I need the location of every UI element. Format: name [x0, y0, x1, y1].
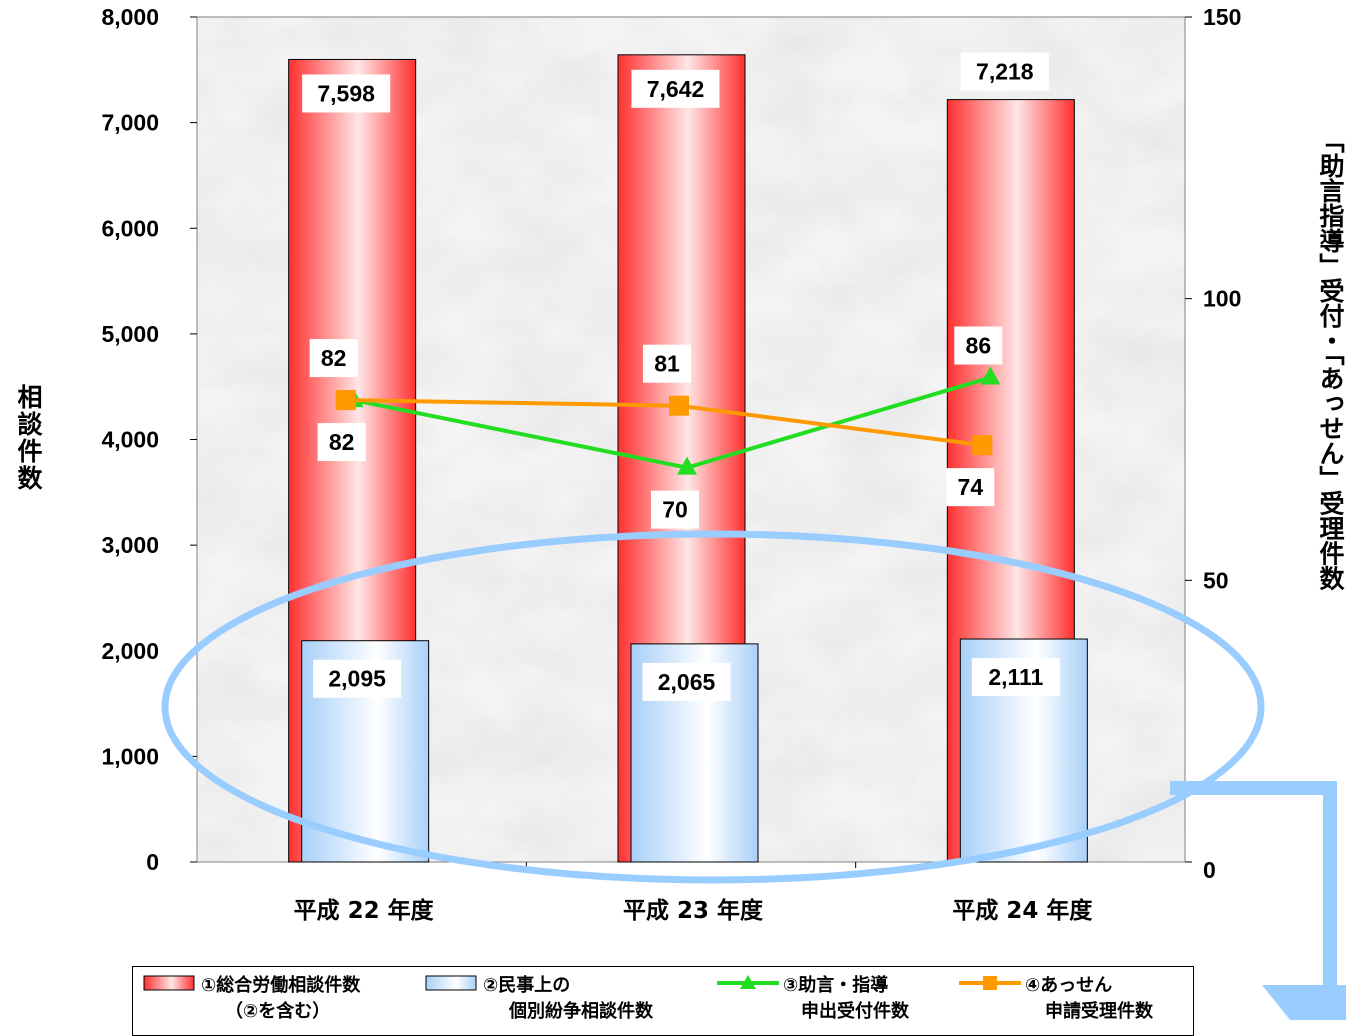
- y-left-tick-label: 7,000: [101, 110, 159, 136]
- highlight-arrow-line: [1170, 781, 1337, 990]
- x-tick-label: 平成 22 年度: [294, 897, 435, 924]
- point-advice-label-text: 70: [662, 497, 688, 523]
- y-left-tick-label: 4,000: [101, 427, 159, 453]
- legend-item-civil-line2: 個別紛争相談件数: [509, 1001, 653, 1022]
- highlight-arrow-head: [1262, 985, 1346, 1020]
- legend-item-total: ①総合労働相談件数 （②を含む）: [201, 973, 360, 1025]
- y-axis-left-label: 相談件数: [14, 384, 43, 492]
- bar-civil-label-bg: [971, 658, 1060, 697]
- y-left-tick-label: 1,000: [101, 743, 159, 769]
- y-left-tick-label: 3,000: [101, 532, 159, 558]
- point-mediation: [335, 390, 356, 411]
- point-mediation-label-text: 82: [321, 345, 347, 371]
- legend-item-civil: ②民事上の 個別紛争相談件数: [483, 973, 653, 1025]
- legend: ①総合労働相談件数 （②を含む） ②民事上の 個別紛争相談件数 ③助言・指導 申…: [132, 966, 1194, 1036]
- bar-civil-label: 2,095: [313, 659, 402, 698]
- x-tick-label: 平成 24 年度: [952, 897, 1093, 924]
- y-right-tick-label: 100: [1203, 286, 1241, 312]
- bar-civil-label-text: 2,095: [328, 666, 386, 692]
- bar-civil-label-bg: [313, 659, 402, 698]
- legend-item-mediation-line2: 申請受理件数: [1045, 1001, 1153, 1022]
- bar-civil-label-bg: [642, 662, 731, 701]
- y-axis-right-label: 「助言指導」受付・「あっせん」受理件数: [1316, 128, 1345, 591]
- bar-civil-label: 2,111: [971, 658, 1060, 697]
- bar-civil-label: 2,065: [642, 662, 731, 701]
- point-mediation: [669, 395, 689, 416]
- lines-group: [335, 366, 1001, 475]
- y-left-tick-label: 0: [146, 849, 159, 875]
- bar-total-label-bg: [302, 74, 391, 113]
- point-mediation-label-text: 74: [958, 474, 984, 500]
- bar-total-label-bg: [631, 69, 720, 108]
- point-advice-label-bg: [317, 423, 366, 462]
- bar-civil-label-text: 2,111: [988, 664, 1043, 690]
- bar-total-label-bg: [960, 52, 1049, 91]
- legend-swatch-civil: [425, 975, 477, 991]
- legend-item-advice: ③助言・指導 申出受付件数: [783, 973, 909, 1025]
- data-labels-group: 7,598 2,095 7,642 2,065 7,218 2,111 82 70 86 82 81…: [302, 52, 1060, 701]
- legend-swatch-advice: [717, 975, 779, 989]
- point-advice-label-text: 86: [966, 333, 992, 359]
- bar-total-label: 7,642: [631, 69, 720, 108]
- legend-item-advice-line1: ③助言・指導: [783, 975, 889, 996]
- point-advice: [677, 456, 697, 475]
- bar-total-label: 7,598: [302, 74, 391, 113]
- legend-item-total-line1: ①総合労働相談件数: [201, 975, 361, 996]
- bars-group: [288, 54, 1088, 863]
- point-mediation: [972, 435, 993, 456]
- point-advice-label: 86: [954, 326, 1003, 365]
- point-mediation-label-text: 81: [654, 351, 680, 377]
- left-axis: 0 1,000 2,000 3,000 4,000 5,000 6,000 7,000 8,00…: [101, 4, 197, 875]
- bar-total-label-text: 7,598: [317, 80, 375, 106]
- bar-total-label: 7,218: [960, 52, 1049, 91]
- point-mediation-label: 74: [946, 468, 995, 507]
- y-right-tick-label: 150: [1203, 4, 1241, 30]
- legend-item-advice-line2: 申出受付件数: [801, 1001, 909, 1022]
- x-tick-label: 平成 23 年度: [623, 897, 764, 924]
- point-advice-label: 82: [317, 423, 366, 462]
- point-mediation-label-bg: [643, 344, 691, 383]
- bar-total-label-text: 7,218: [976, 59, 1034, 85]
- point-mediation-label: 81: [643, 344, 691, 383]
- y-left-tick-label: 2,000: [101, 638, 159, 664]
- point-mediation-label-bg: [946, 468, 995, 507]
- legend-swatch-total: [143, 975, 195, 991]
- legend-item-total-line2: （②を含む）: [225, 1001, 331, 1022]
- y-left-tick-label: 6,000: [101, 215, 159, 241]
- legend-swatch-mediation: [959, 976, 1021, 990]
- point-mediation-label-bg: [309, 339, 358, 378]
- point-mediation-label: 82: [309, 339, 358, 378]
- y-left-tick-label: 8,000: [101, 4, 159, 30]
- point-advice: [980, 366, 1001, 385]
- y-right-tick-label: 50: [1203, 567, 1229, 593]
- highlight-ellipse: [161, 530, 1265, 884]
- bar-total-label-text: 7,642: [647, 76, 705, 102]
- y-left-tick-label: 5,000: [101, 321, 159, 347]
- legend-item-mediation-line1: ④あっせん: [1025, 975, 1113, 996]
- bar-civil-label-text: 2,065: [658, 669, 716, 695]
- point-advice-label: 70: [651, 490, 699, 529]
- legend-item-civil-line1: ②民事上の: [483, 975, 571, 996]
- right-axis: 0 50 100 150: [1185, 4, 1241, 883]
- point-advice-label-bg: [954, 326, 1003, 365]
- category-axis: 平成 22 年度 平成 23 年度 平成 24 年度: [294, 862, 1093, 924]
- point-advice-label-text: 82: [329, 429, 355, 455]
- y-right-tick-label: 0: [1203, 857, 1216, 883]
- legend-item-mediation: ④あっせん 申請受理件数: [1025, 973, 1153, 1025]
- point-advice-label-bg: [651, 490, 699, 529]
